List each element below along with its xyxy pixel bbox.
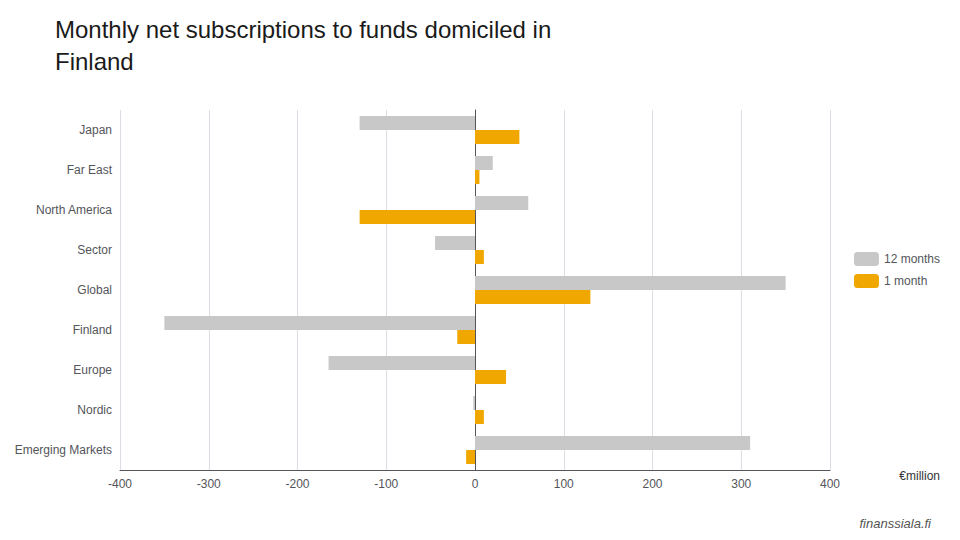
svg-text:Finland: Finland: [73, 323, 112, 337]
svg-text:Global: Global: [77, 283, 112, 297]
svg-text:1 month: 1 month: [884, 274, 927, 288]
svg-text:-100: -100: [374, 477, 398, 491]
svg-text:0: 0: [472, 477, 479, 491]
svg-text:200: 200: [642, 477, 662, 491]
svg-text:Monthly net subscriptions to f: Monthly net subscriptions to funds domic…: [55, 16, 551, 43]
svg-text:-400: -400: [108, 477, 132, 491]
svg-text:€million: €million: [899, 469, 940, 483]
svg-text:Japan: Japan: [79, 123, 112, 137]
svg-text:-200: -200: [285, 477, 309, 491]
svg-text:400: 400: [820, 477, 840, 491]
svg-text:Sector: Sector: [77, 243, 112, 257]
svg-text:300: 300: [731, 477, 751, 491]
svg-text:Finland: Finland: [55, 48, 134, 75]
svg-text:Europe: Europe: [73, 363, 112, 377]
svg-text:Emerging Markets: Emerging Markets: [15, 443, 112, 457]
svg-text:12 months: 12 months: [884, 252, 940, 266]
svg-text:-300: -300: [197, 477, 221, 491]
svg-text:Far East: Far East: [67, 163, 113, 177]
svg-text:Nordic: Nordic: [77, 403, 112, 417]
svg-text:100: 100: [554, 477, 574, 491]
svg-text:finanssiala.fi: finanssiala.fi: [859, 516, 932, 531]
svg-text:North America: North America: [36, 203, 112, 217]
